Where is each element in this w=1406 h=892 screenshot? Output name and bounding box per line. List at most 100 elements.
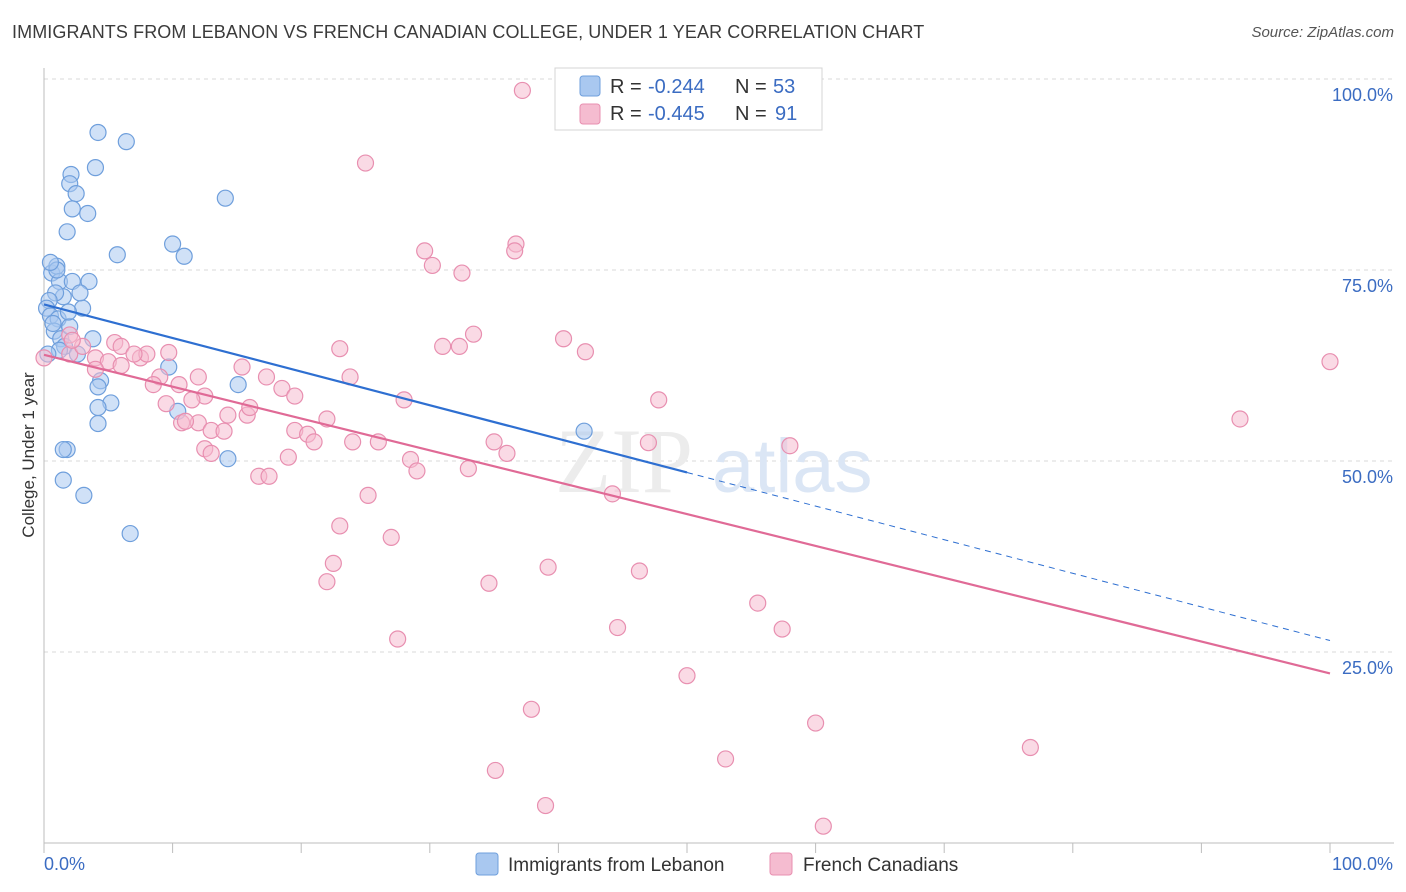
- legend-r-label-1: R =: [610, 76, 642, 98]
- french-canadians-point: [464, 325, 483, 343]
- lebanon-point: [54, 440, 72, 459]
- series-lebanon-points: [37, 123, 593, 543]
- trend-lines: [43, 303, 1331, 675]
- french-canadians-point: [608, 618, 627, 637]
- french-canadians-point: [157, 395, 175, 413]
- french-canadians-point: [773, 620, 791, 638]
- french-canadians-point: [576, 343, 595, 361]
- source-label: Source: ZipAtlas.com: [1251, 24, 1394, 41]
- french-canadians-point: [1231, 410, 1249, 428]
- lebanon-point: [58, 223, 76, 241]
- bottom-legend-label-french-canadians: French Canadians: [803, 855, 958, 876]
- lebanon-point: [108, 246, 126, 264]
- french-canadians-point: [257, 368, 276, 386]
- lebanon-point: [79, 204, 97, 223]
- french-canadians-point: [554, 330, 573, 348]
- legend-n-label-2: N =: [735, 103, 767, 125]
- lebanon-point: [175, 247, 193, 265]
- lebanon-point: [86, 159, 105, 177]
- french-canadians-point: [498, 444, 516, 462]
- y-tick-label: 75.0%: [1342, 276, 1393, 296]
- lebanon-point: [117, 133, 135, 151]
- lebanon-point: [121, 524, 139, 543]
- french-canadians-point: [453, 264, 471, 282]
- chart-title: IMMIGRANTS FROM LEBANON VS FRENCH CANADI…: [12, 22, 925, 42]
- legend-r-value-2: -0.445: [648, 103, 705, 125]
- french-canadians-point: [286, 387, 304, 405]
- lebanon-point: [89, 378, 107, 396]
- french-canadians-point: [273, 379, 291, 398]
- french-canadians-point: [639, 434, 658, 452]
- french-canadians-point: [215, 422, 233, 440]
- french-canadians-point: [630, 562, 649, 580]
- legend-r-value-1: -0.244: [648, 76, 705, 98]
- french-canadians-point: [63, 331, 81, 349]
- french-canadians-point: [160, 343, 178, 362]
- watermark: ZIP atlas: [555, 410, 873, 512]
- french-canadians-point: [35, 349, 53, 367]
- french-canadians-point: [716, 750, 735, 768]
- lebanon-point: [229, 376, 247, 394]
- lebanon-trend-line: [43, 303, 688, 474]
- lebanon-point: [54, 471, 72, 489]
- lebanon-point: [164, 235, 182, 253]
- french-canadians-point: [176, 412, 195, 430]
- french-canadians-point: [650, 391, 668, 409]
- french-canadians-point: [305, 433, 323, 451]
- watermark-zip: ZIP: [555, 410, 693, 512]
- french-canadians-point: [356, 154, 375, 172]
- french-canadians-point: [144, 376, 162, 394]
- french-canadians-point: [485, 433, 503, 451]
- lebanon-point: [63, 200, 81, 218]
- french-canadians-point: [781, 437, 799, 455]
- lebanon-point: [44, 314, 62, 333]
- french-canadians-point: [189, 368, 207, 386]
- french-canadians-point: [389, 630, 407, 648]
- bottom-legend-swatch-lebanon: [475, 852, 499, 876]
- legend-swatch-lebanon: [579, 75, 601, 97]
- lebanon-point: [219, 450, 237, 468]
- x-tick-label: 100.0%: [1332, 854, 1393, 874]
- french-canadians-point: [112, 337, 130, 355]
- french-canadians-point: [202, 444, 220, 462]
- french-canadians-point: [125, 345, 143, 363]
- french-canadians-point: [749, 594, 767, 612]
- french-canadians-point: [506, 242, 524, 260]
- french-canadians-point: [513, 81, 531, 100]
- watermark-atlas: atlas: [712, 424, 873, 509]
- series-legend: Immigrants from Lebanon French Canadians: [475, 852, 958, 876]
- french-canadians-point: [219, 406, 237, 424]
- french-canadians-point: [344, 433, 362, 451]
- french-canadians-point: [522, 700, 540, 718]
- lebanon-point: [89, 414, 107, 433]
- lebanon-point: [216, 189, 234, 207]
- french-canadians-point: [539, 558, 557, 576]
- french-canadians-point: [536, 796, 555, 815]
- bottom-legend-label-lebanon: Immigrants from Lebanon: [508, 855, 725, 876]
- french-canadians-point: [1321, 353, 1339, 371]
- french-canadians-point: [279, 448, 297, 466]
- y-tick-label: 50.0%: [1342, 467, 1393, 487]
- lebanon-point: [89, 123, 107, 142]
- french-canadians-point: [331, 517, 349, 535]
- french-canadians-point: [183, 391, 201, 409]
- french-canadians-point: [359, 486, 377, 504]
- french-canadians-point: [331, 340, 349, 358]
- lebanon-point: [575, 422, 593, 440]
- lebanon-point: [71, 284, 89, 302]
- lebanon-point: [75, 486, 93, 504]
- french-canadians-point: [423, 256, 441, 275]
- legend-n-value-1: 53: [773, 76, 795, 98]
- french-canadians-point: [1021, 738, 1039, 757]
- french-canadians-point: [814, 817, 832, 835]
- legend-swatch-french-canadians: [579, 103, 601, 125]
- lebanon-point: [41, 253, 60, 271]
- lebanon-point: [67, 185, 85, 203]
- legend-n-value-2: 91: [775, 103, 797, 125]
- french-canadians-point: [434, 337, 452, 355]
- french-canadians-point: [112, 356, 130, 375]
- french-canadians-point: [324, 554, 342, 572]
- x-tick-label: 0.0%: [44, 854, 85, 874]
- french-canadians-point: [318, 573, 336, 591]
